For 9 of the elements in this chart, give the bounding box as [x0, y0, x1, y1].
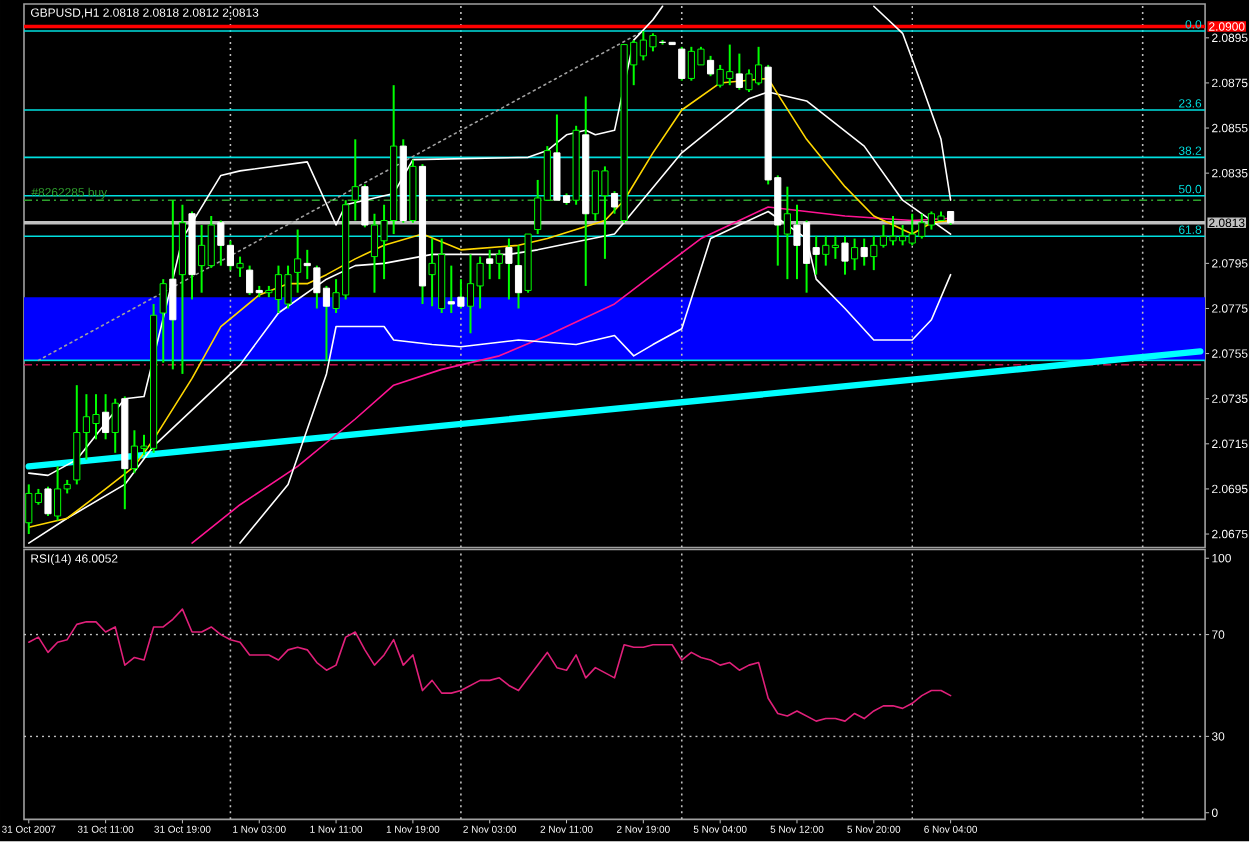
candlestick: [495, 249, 503, 281]
line-series: [873, 5, 952, 202]
candlestick: [351, 138, 359, 222]
candlestick: [236, 255, 244, 279]
candlestick: [111, 398, 119, 455]
candlestick: [783, 185, 791, 281]
candlestick: [159, 278, 167, 364]
candlestick: [294, 228, 302, 295]
candlestick: [851, 237, 859, 272]
